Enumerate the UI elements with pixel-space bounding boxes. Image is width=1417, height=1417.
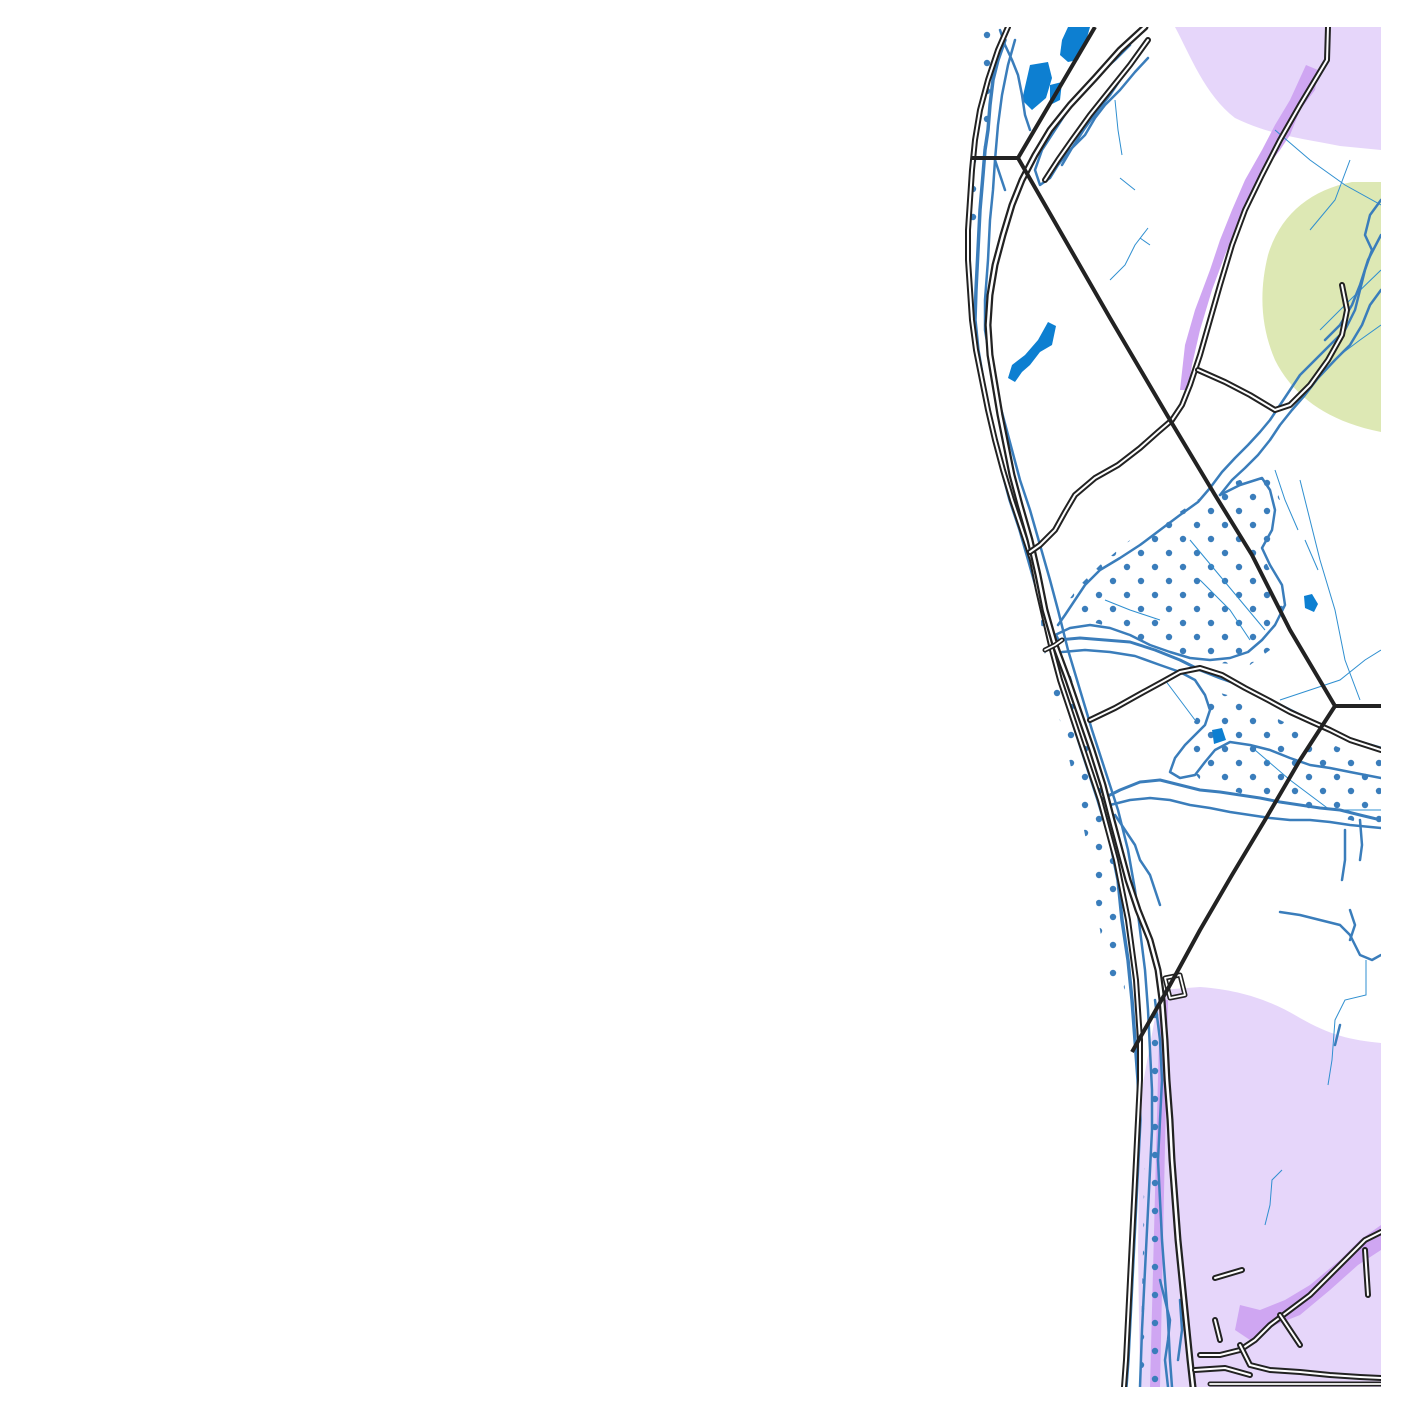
- road-park-connector: [1195, 282, 1350, 413]
- road-central-crossing: [1087, 665, 1381, 753]
- road-northeast: [1027, 27, 1331, 555]
- road-river-bridge-west: [1042, 637, 1065, 653]
- boundary-diagonal: [1016, 157, 1337, 708]
- road-south-residential: [1192, 1229, 1381, 1387]
- river-lower-branch: [1113, 813, 1162, 907]
- lake-upper-marsh: [1060, 27, 1090, 62]
- boundary-south-diagonal: [1130, 704, 1337, 1053]
- river-lower: [1098, 778, 1381, 822]
- lake-small-east: [1304, 594, 1318, 612]
- roads: [965, 27, 1381, 1387]
- lake-upper-pond: [1022, 62, 1052, 110]
- road-west-highway: [965, 27, 1143, 1387]
- lake-elongated: [1008, 322, 1056, 382]
- admin-boundaries: [972, 27, 1381, 1053]
- river-northwest-channel: [998, 28, 1032, 132]
- streams: [1104, 99, 1381, 1226]
- river-east-creek: [1278, 910, 1381, 962]
- road-north-diagonal: [1042, 37, 1151, 183]
- lake-small-mid: [1212, 728, 1226, 744]
- park-zone: [1262, 182, 1381, 432]
- river-wetland-loop: [1053, 476, 1287, 662]
- river-southern-loop: [1168, 670, 1381, 780]
